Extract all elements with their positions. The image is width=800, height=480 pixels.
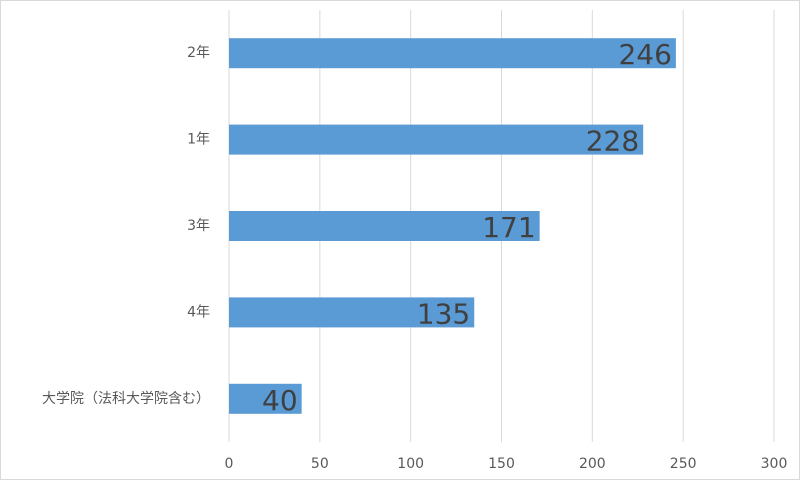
y-tick-label: 大学院（法科大学院含む） (42, 391, 210, 407)
x-tick-label: 150 (488, 456, 515, 472)
y-tick-label: 3年 (187, 218, 210, 234)
bar (229, 383, 302, 414)
bar (229, 211, 540, 241)
data-label: 40 (262, 384, 298, 417)
x-tick-label: 250 (670, 456, 697, 472)
y-tick-label: 2年 (187, 45, 210, 61)
data-label: 171 (482, 211, 535, 244)
bar (229, 297, 475, 328)
x-tick-label: 200 (579, 456, 606, 472)
data-label: 246 (618, 38, 671, 71)
bar (229, 124, 644, 155)
data-label: 228 (586, 125, 639, 158)
x-tick-label: 100 (397, 456, 424, 472)
y-tick-label: 1年 (187, 132, 210, 148)
x-tick-label: 0 (225, 456, 234, 472)
x-tick-label: 50 (311, 456, 329, 472)
y-tick-label: 4年 (187, 304, 210, 320)
data-label: 135 (417, 297, 470, 330)
bar (229, 38, 676, 69)
x-tick-label: 300 (761, 456, 788, 472)
